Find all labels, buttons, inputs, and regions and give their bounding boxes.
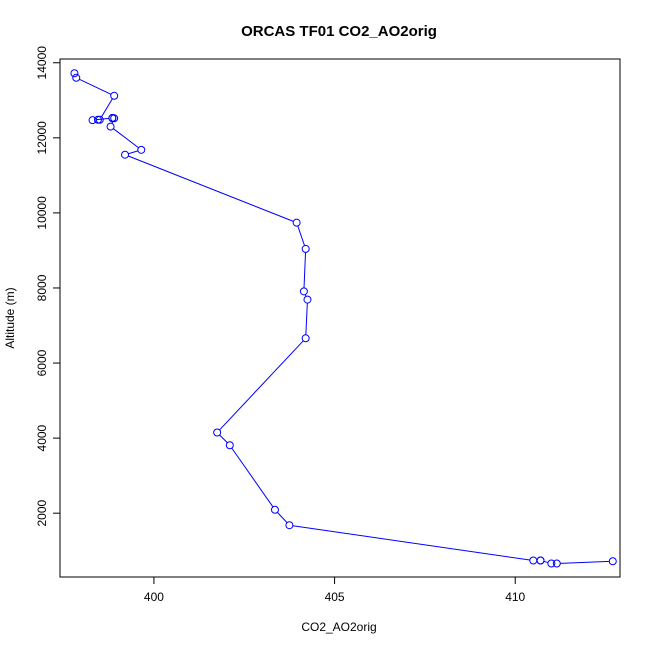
y-axis-label: Altitude (m) bbox=[3, 287, 17, 348]
series-segment bbox=[79, 78, 112, 95]
data-point bbox=[299, 287, 308, 296]
x-axis: 400 405 410 bbox=[144, 577, 526, 604]
data-point bbox=[529, 556, 538, 565]
data-point bbox=[285, 521, 294, 530]
plot-frame bbox=[59, 58, 621, 578]
data-point bbox=[106, 122, 115, 131]
data-point bbox=[213, 428, 222, 437]
series-layer bbox=[70, 69, 617, 568]
data-point bbox=[121, 150, 130, 159]
data-point bbox=[292, 218, 301, 227]
data-point bbox=[303, 295, 312, 304]
chart-title: ORCAS TF01 CO2_AO2orig bbox=[241, 23, 437, 40]
series-segment bbox=[303, 252, 307, 288]
series-segment bbox=[231, 447, 274, 508]
data-point bbox=[552, 559, 561, 568]
y-tick-label: 10000 bbox=[35, 196, 49, 230]
series-segment bbox=[128, 155, 294, 222]
series-segment bbox=[113, 128, 139, 149]
data-point bbox=[608, 557, 617, 566]
series-segment bbox=[560, 560, 610, 564]
y-tick-label: 6000 bbox=[35, 349, 49, 376]
data-point bbox=[93, 115, 102, 124]
series-segment bbox=[95, 117, 109, 121]
data-point bbox=[137, 145, 146, 154]
series-segment bbox=[297, 225, 306, 246]
series-segment bbox=[101, 98, 113, 118]
series-segment bbox=[219, 434, 228, 444]
data-point bbox=[88, 116, 97, 125]
y-tick-label: 8000 bbox=[35, 274, 49, 301]
data-point bbox=[72, 73, 81, 82]
y-tick-label: 14000 bbox=[35, 46, 49, 80]
data-point bbox=[301, 334, 310, 343]
y-tick-label: 4000 bbox=[35, 424, 49, 451]
series-segment bbox=[305, 303, 308, 335]
y-axis: 2000 4000 6000 8000 10000 12000 14000 bbox=[35, 46, 60, 527]
y-tick-label: 2000 bbox=[35, 500, 49, 527]
data-point bbox=[70, 69, 79, 78]
data-point bbox=[110, 114, 119, 123]
data-point bbox=[225, 441, 234, 450]
x-tick-label: 405 bbox=[325, 590, 345, 604]
data-point bbox=[547, 559, 556, 568]
series-segment bbox=[219, 340, 304, 431]
data-point bbox=[536, 556, 545, 565]
y-tick-label: 12000 bbox=[35, 121, 49, 155]
x-tick-label: 400 bbox=[144, 590, 164, 604]
data-point bbox=[110, 91, 119, 100]
series-segment bbox=[276, 512, 288, 523]
x-axis-label: CO2_AO2orig bbox=[301, 620, 376, 634]
data-point bbox=[270, 505, 279, 514]
x-tick-label: 410 bbox=[505, 590, 525, 604]
series-segment bbox=[128, 150, 139, 155]
series-segment bbox=[543, 560, 549, 564]
data-point bbox=[301, 244, 310, 253]
series-segment bbox=[292, 525, 530, 561]
